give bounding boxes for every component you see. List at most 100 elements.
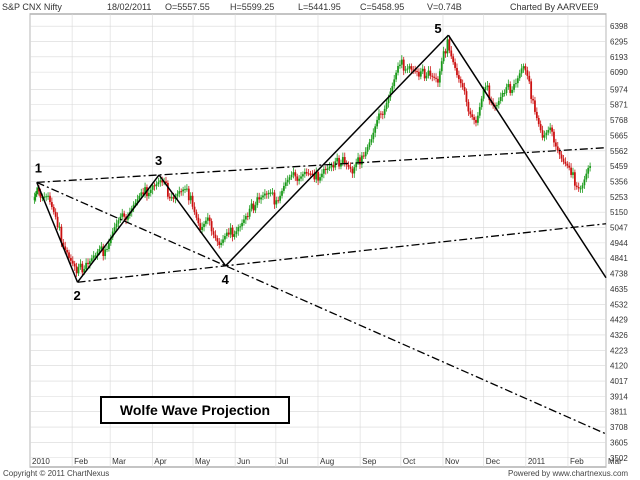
- candle-body: [298, 178, 301, 181]
- y-tick-label: 4738: [610, 270, 628, 279]
- x-tick-label: 2011: [528, 457, 546, 466]
- grid-lines: [29, 14, 607, 467]
- candle-body: [279, 195, 281, 201]
- wave-leg-1-2: [36, 182, 79, 283]
- candle-body: [50, 202, 53, 207]
- y-axis: 6398 6295 6193 6090 5974 5871 5768 5665 5562 5459…: [610, 22, 628, 463]
- candle-body: [560, 154, 563, 159]
- candle-body: [214, 234, 217, 239]
- y-tick-label: 5974: [610, 85, 628, 94]
- candle-body: [338, 157, 340, 167]
- candle-body: [244, 216, 247, 220]
- candle-body: [144, 187, 146, 195]
- candle-body: [357, 157, 359, 163]
- candle-body: [58, 226, 61, 228]
- candle-body: [290, 174, 293, 178]
- y-tick-label: 3914: [610, 392, 628, 401]
- candle-body: [564, 161, 567, 164]
- candle-body: [161, 180, 164, 183]
- candle-body: [300, 176, 302, 179]
- candle-body: [248, 208, 251, 217]
- candle-body: [537, 118, 540, 125]
- candle-body: [383, 108, 386, 115]
- candle-body: [343, 157, 346, 164]
- candle-body: [39, 191, 42, 198]
- y-tick-label: 4841: [610, 254, 628, 263]
- candle-body: [36, 187, 39, 191]
- candle-body: [172, 197, 175, 199]
- candle-body: [186, 188, 188, 190]
- chart-title-box: Wolfe Wave Projection: [100, 396, 290, 424]
- candle-body: [284, 182, 287, 186]
- y-tick-label: 4944: [610, 239, 628, 248]
- x-tick-label: Apr: [154, 457, 167, 466]
- candle-body: [85, 262, 88, 269]
- candle-body: [549, 127, 552, 131]
- candle-body: [324, 168, 327, 171]
- candle-body: [292, 172, 295, 175]
- candle-body: [322, 168, 325, 174]
- candle-body: [250, 203, 253, 209]
- candle-body: [212, 231, 215, 235]
- candle-body: [157, 182, 160, 185]
- candle-body: [372, 132, 375, 140]
- candle-body: [429, 70, 432, 76]
- x-tick-label: Feb: [570, 457, 584, 466]
- candle-body: [319, 177, 321, 181]
- candle-body: [277, 200, 280, 202]
- candle-body: [96, 251, 99, 256]
- candle-body: [271, 192, 274, 194]
- candle-body: [273, 192, 276, 205]
- candle-body: [541, 130, 544, 138]
- candle-body: [482, 90, 485, 99]
- candle-body: [243, 219, 245, 223]
- candle-body: [359, 157, 361, 165]
- candle-body: [376, 119, 378, 127]
- candle-body: [267, 192, 270, 195]
- candle-body: [587, 167, 590, 174]
- candle-body: [353, 167, 356, 174]
- candle-body: [431, 75, 434, 77]
- candle-body: [450, 50, 453, 57]
- candle-body: [197, 217, 200, 224]
- x-tick-label: Aug: [320, 457, 334, 466]
- candle-body: [246, 216, 249, 218]
- candle-body: [535, 111, 538, 119]
- powered-by-link[interactable]: Powered by www.chartnexus.com: [508, 469, 629, 478]
- candle-body: [296, 176, 299, 181]
- candle-body: [360, 155, 363, 165]
- y-tick-label: 5047: [610, 224, 628, 233]
- candle-body: [165, 181, 167, 183]
- candle-body: [155, 184, 158, 187]
- candle-body: [486, 85, 489, 88]
- y-tick-label: 6295: [610, 38, 628, 47]
- candle-body: [262, 195, 264, 198]
- x-axis: 2010 Feb Mar Apr May Jun Jul Aug Sep Oct Nov Dec 201…: [32, 457, 622, 466]
- candle-body: [446, 39, 449, 54]
- wave-point-label: 5: [434, 21, 441, 36]
- candle-body: [330, 165, 333, 167]
- candle-body: [461, 83, 464, 88]
- wave-point-labels: 1 2 3 4 5: [35, 21, 442, 303]
- candle-body: [362, 155, 365, 157]
- candle-body: [435, 77, 437, 79]
- close-label: C=5458.95: [360, 2, 405, 12]
- candle-body: [566, 163, 569, 166]
- y-tick-label: 4429: [610, 316, 628, 325]
- candle-body: [456, 67, 458, 76]
- candle-body: [408, 66, 411, 69]
- candle-body: [180, 191, 183, 193]
- candle-body: [256, 197, 259, 206]
- candle-body: [178, 191, 181, 194]
- candle-body: [68, 252, 70, 258]
- candle-body: [488, 85, 491, 101]
- candle-body: [66, 250, 68, 253]
- candle-body: [106, 248, 108, 250]
- candle-body: [496, 105, 498, 107]
- candle-body: [585, 173, 588, 180]
- candle-body: [265, 193, 268, 195]
- candle-body: [239, 226, 242, 228]
- candle-body: [368, 142, 371, 148]
- candle-body: [374, 126, 377, 133]
